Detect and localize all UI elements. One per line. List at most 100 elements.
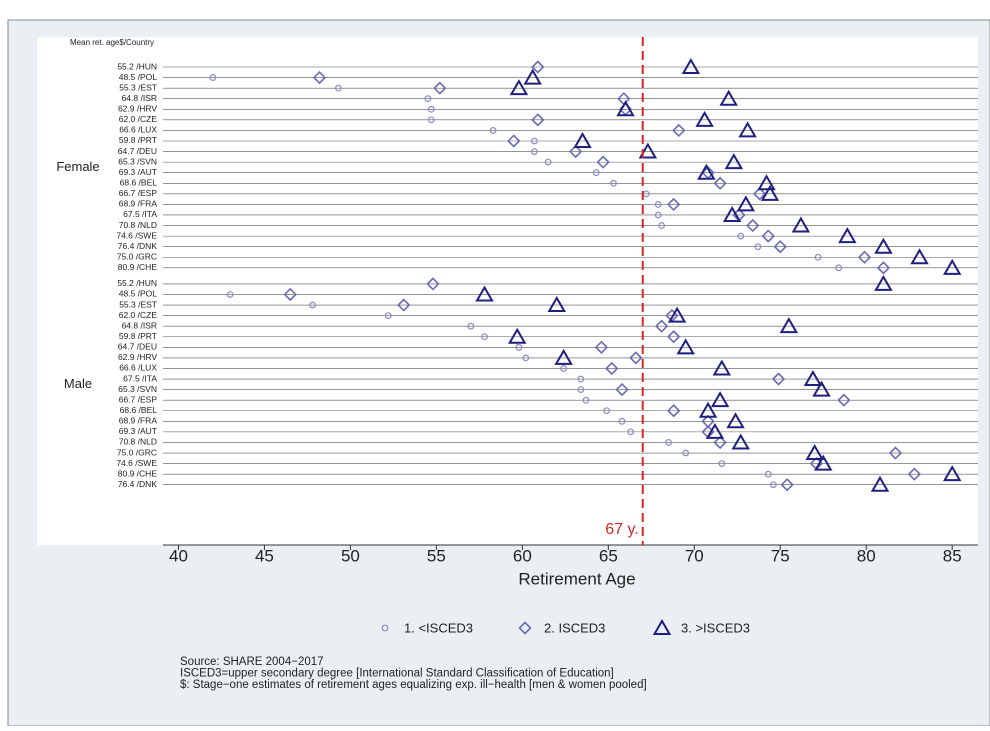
point-diamond <box>629 351 643 365</box>
point-triangle <box>910 248 929 265</box>
point-triangle <box>779 317 799 334</box>
group-label: Female <box>56 159 99 174</box>
point-diamond <box>907 467 922 481</box>
point-diamond <box>531 113 545 127</box>
x-axis-title: Retirement Age <box>518 569 635 588</box>
point-circle <box>769 481 777 489</box>
point-triangle <box>838 227 857 244</box>
point-circle <box>209 74 217 81</box>
row-label: 62.0 /CZE <box>119 114 158 124</box>
row-label: 76.4 /DNK <box>118 479 158 489</box>
point-circle <box>737 232 745 240</box>
point-triangle <box>638 142 658 159</box>
point-triangle <box>547 296 566 313</box>
row-label: 48.5 /POL <box>119 72 158 82</box>
point-circle <box>226 291 234 298</box>
point-circle <box>384 312 392 320</box>
point-diamond <box>507 134 521 148</box>
point-diamond <box>773 240 787 254</box>
point-circle <box>764 470 772 478</box>
row-label: 62.0 /CZE <box>119 310 158 320</box>
row-label: 74.6 /SWE <box>116 230 157 240</box>
point-diamond <box>837 393 851 407</box>
point-diamond <box>397 298 411 312</box>
point-triangle <box>509 79 529 96</box>
point-circle <box>489 127 497 134</box>
point-circle <box>577 386 585 394</box>
row-label: 70.8 /NLD <box>119 220 157 230</box>
point-diamond <box>753 187 767 201</box>
point-circle <box>424 95 432 103</box>
x-tick-label: 40 <box>169 546 188 565</box>
row-label: 69.3 /AUT <box>119 167 157 177</box>
point-circle <box>682 449 690 457</box>
point-circle <box>481 333 488 341</box>
point-diamond <box>569 144 583 159</box>
row-label: 68.9 /FRA <box>119 416 158 426</box>
plot-area <box>37 37 978 545</box>
point-circle <box>560 365 568 372</box>
row-label: 64.8 /ISR <box>122 93 157 103</box>
point-triangle <box>726 412 745 429</box>
point-circle <box>814 253 822 261</box>
row-label: 59.8 /PRT <box>119 331 157 341</box>
point-triangle <box>712 359 732 376</box>
point-diamond <box>713 435 727 450</box>
row-label: 65.3 /SVN <box>118 384 157 394</box>
row-label: 66.7 /ESP <box>119 188 158 198</box>
row-label: 48.5 /POL <box>119 289 158 299</box>
point-triangle <box>738 121 757 138</box>
point-triangle <box>697 163 716 180</box>
row-label: 67.5 /ITA <box>123 209 157 219</box>
point-diamond <box>771 372 786 386</box>
row-label: 68.9 /FRA <box>119 199 158 209</box>
point-triangle <box>870 475 890 492</box>
point-triangle <box>942 258 962 275</box>
row-label: 74.6 /SWE <box>116 458 157 468</box>
point-triangle <box>616 100 635 117</box>
row-label: 75.0 /GRC <box>117 252 157 262</box>
row-label: 64.7 /DEU <box>118 342 157 352</box>
point-circle <box>427 105 435 113</box>
row-label: 62.9 /HRV <box>118 104 157 114</box>
point-triangle <box>667 306 687 323</box>
row-label: 69.3 /AUT <box>119 426 157 436</box>
point-circle <box>467 322 475 330</box>
x-tick-label: 75 <box>771 546 790 565</box>
point-diamond <box>283 287 297 302</box>
point-circle <box>592 169 600 177</box>
point-circle <box>654 211 662 219</box>
point-triangle <box>731 433 750 450</box>
row-label: 59.8 /PRT <box>119 135 157 145</box>
point-triangle <box>812 380 831 397</box>
group-label: Male <box>64 376 92 391</box>
point-diamond <box>667 404 681 418</box>
point-triangle <box>710 391 730 408</box>
point-triangle <box>942 465 962 482</box>
note: $: Stage−one estimates of retirement age… <box>180 679 647 691</box>
point-triangle <box>724 153 744 170</box>
row-label: 55.2 /HUN <box>117 278 157 288</box>
point-circle <box>582 396 590 404</box>
point-triangle <box>523 68 542 85</box>
x-tick-label: 55 <box>427 546 446 565</box>
point-triangle <box>573 131 592 148</box>
row-label: 70.8 /NLD <box>119 437 157 447</box>
x-tick-label: 60 <box>513 546 532 565</box>
point-diamond <box>857 250 872 264</box>
point-diamond <box>888 446 903 460</box>
point-triangle <box>507 327 527 344</box>
point-diamond <box>761 229 775 243</box>
point-diamond <box>713 176 727 190</box>
point-triangle <box>814 454 833 471</box>
point-triangle <box>698 401 718 418</box>
point-triangle <box>874 237 893 254</box>
point-circle <box>577 375 585 383</box>
point-triangle <box>803 370 823 387</box>
row-label: 66.7 /ESP <box>119 394 158 404</box>
point-triangle <box>757 174 776 191</box>
legend-label: 1. <ISCED3 <box>404 620 473 635</box>
point-circle <box>754 243 762 251</box>
point-diamond <box>312 70 327 85</box>
x-tick-label: 50 <box>341 546 360 565</box>
